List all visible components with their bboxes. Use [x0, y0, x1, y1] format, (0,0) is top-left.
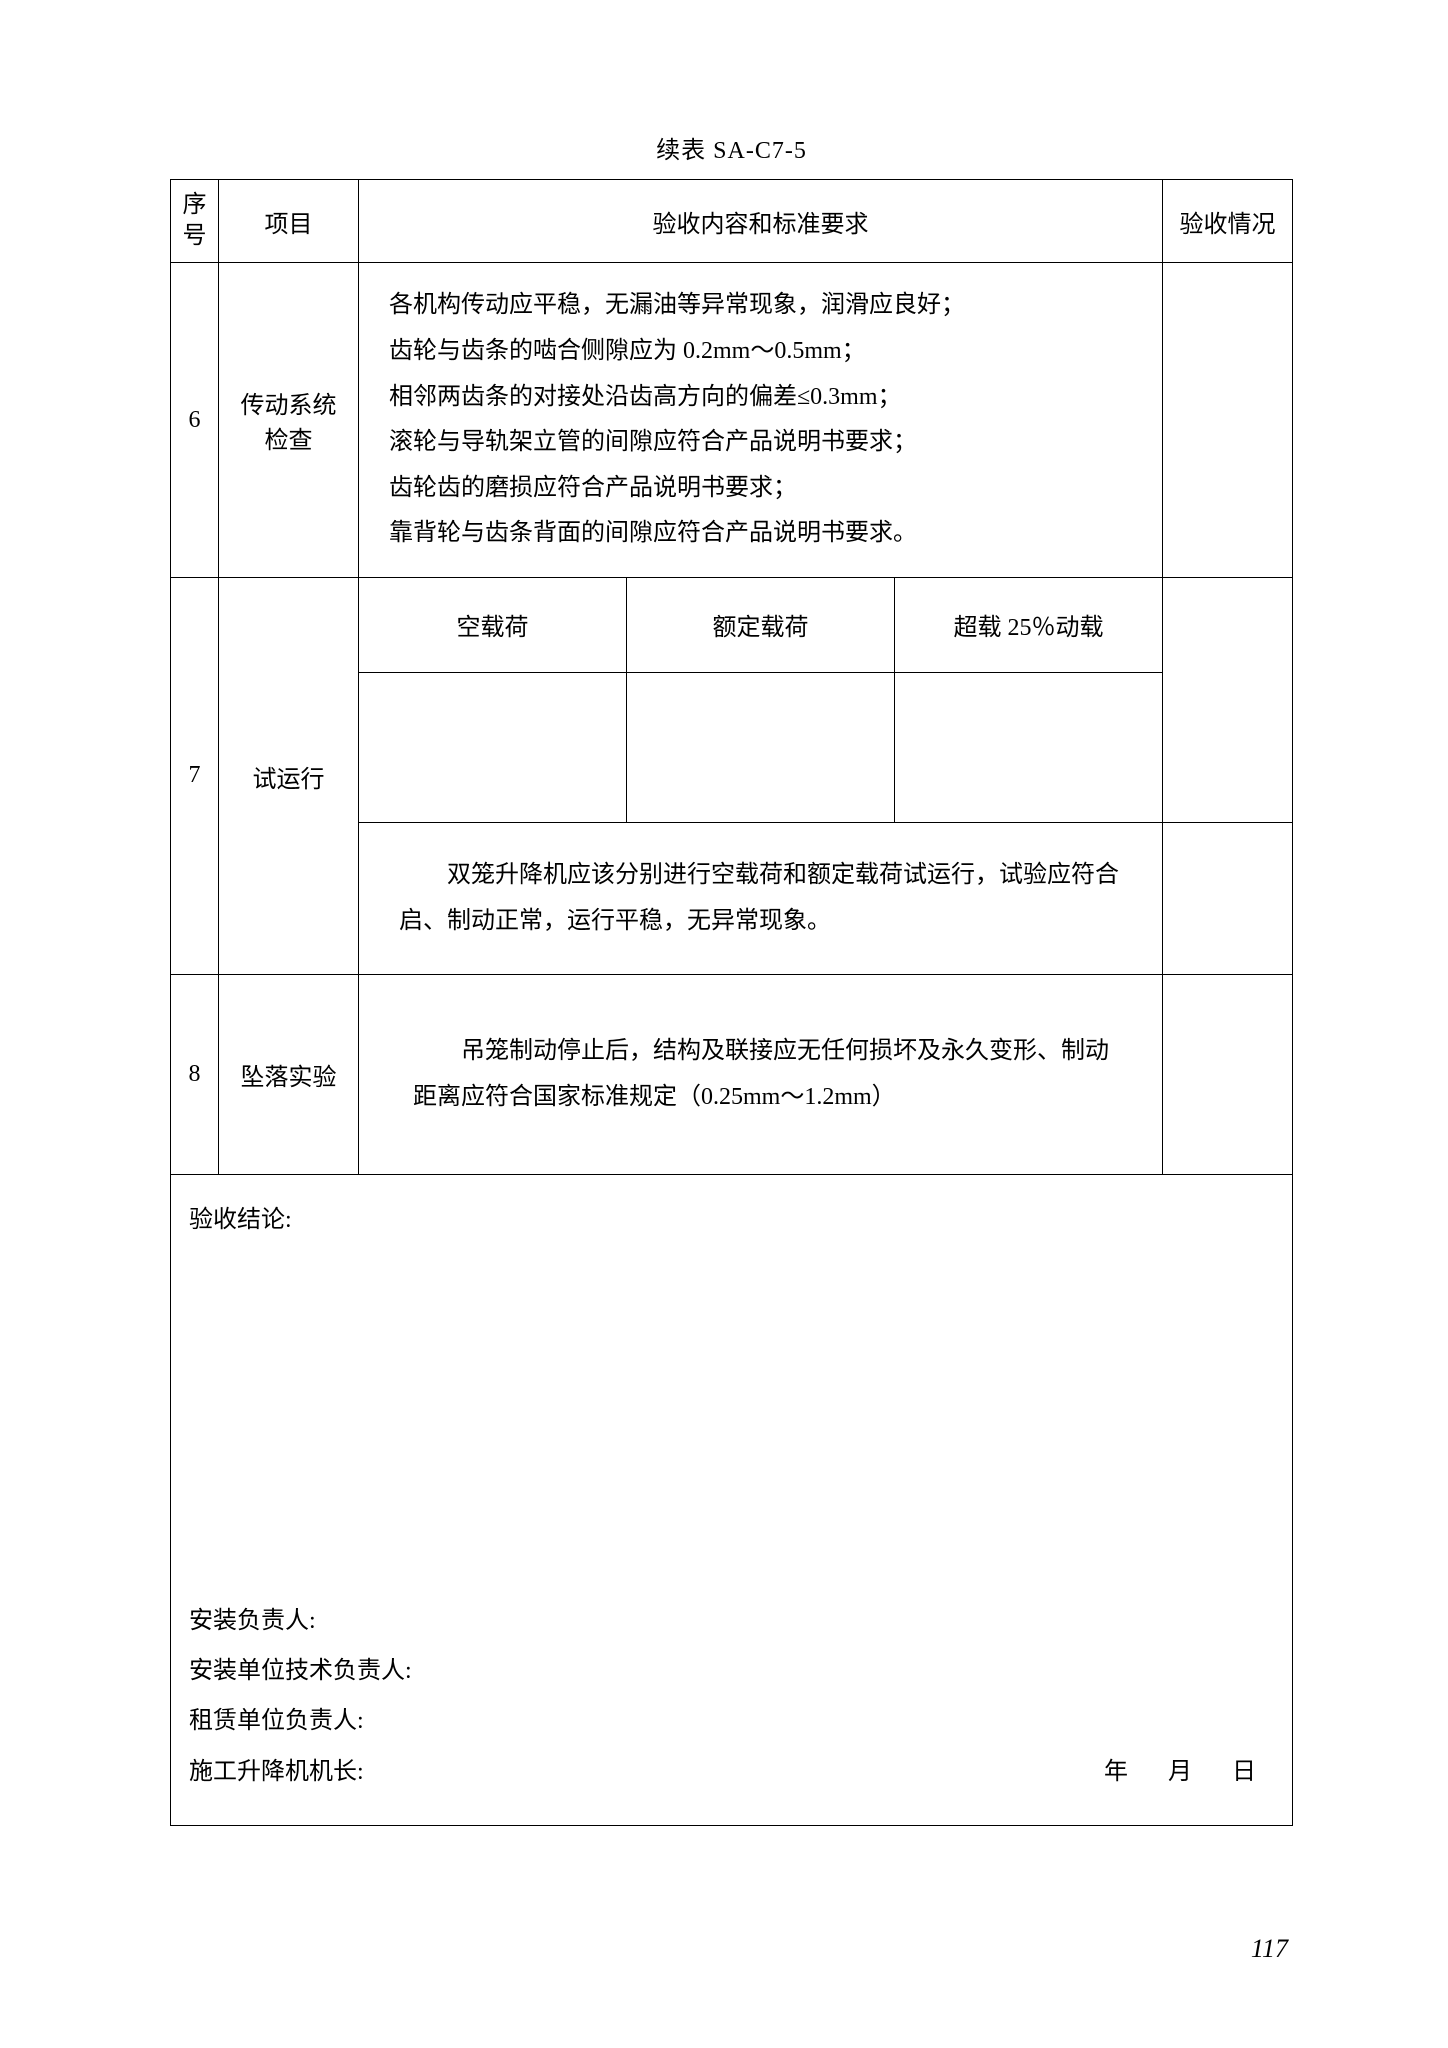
header-seq: 序号 [171, 180, 219, 263]
row8-content: 吊笼制动停止后，结构及联接应无任何损坏及永久变形、制动距离应符合国家标准规定（0… [359, 975, 1163, 1175]
row6-line: 靠背轮与齿条背面的间隙应符合产品说明书要求。 [389, 511, 1132, 557]
table-row: 6 传动系统检查 各机构传动应平稳，无漏油等异常现象，润滑应良好； 齿轮与齿条的… [171, 263, 1293, 578]
row7-result [1163, 577, 1293, 822]
table-row: 验收结论: 安装负责人: 安装单位技术负责人: 租赁单位负责人: 施工升降机机长… [171, 1175, 1293, 1826]
row7-subheader: 空载荷 [359, 577, 627, 672]
row8-seq: 8 [171, 975, 219, 1175]
row8-result [1163, 975, 1293, 1175]
sign-line: 施工升降机机长: [189, 1747, 364, 1797]
row6-line: 相邻两齿条的对接处沿齿高方向的偏差≤0.3mm； [389, 375, 1132, 421]
row6-result [1163, 263, 1293, 578]
sign-line: 租赁单位负责人: [189, 1696, 1274, 1746]
table-row: 7 试运行 空载荷 额定载荷 超载 25％动载 [171, 577, 1293, 672]
conclusion-cell: 验收结论: 安装负责人: 安装单位技术负责人: 租赁单位负责人: 施工升降机机长… [171, 1175, 1293, 1826]
row6-seq: 6 [171, 263, 219, 578]
row7-blank [359, 672, 627, 822]
table-title: 续表 SA-C7-5 [170, 130, 1293, 165]
row6-line: 齿轮与齿条的啮合侧隙应为 0.2mm～0.5mm； [389, 329, 1132, 375]
sign-line: 安装负责人: [189, 1596, 1274, 1646]
header-item: 项目 [219, 180, 359, 263]
inspection-table: 序号 项目 验收内容和标准要求 验收情况 6 传动系统检查 各机构传动应平稳，无… [170, 179, 1293, 1826]
table-row: 8 坠落实验 吊笼制动停止后，结构及联接应无任何损坏及永久变形、制动距离应符合国… [171, 975, 1293, 1175]
row7-subheader: 额定载荷 [627, 577, 895, 672]
row6-line: 各机构传动应平稳，无漏油等异常现象，润滑应良好； [389, 283, 1132, 329]
header-content: 验收内容和标准要求 [359, 180, 1163, 263]
row7-item: 试运行 [219, 577, 359, 974]
row8-item: 坠落实验 [219, 975, 359, 1175]
row7-note-result [1163, 822, 1293, 974]
page-number: 117 [1251, 1934, 1288, 1964]
row6-content: 各机构传动应平稳，无漏油等异常现象，润滑应良好； 齿轮与齿条的啮合侧隙应为 0.… [359, 263, 1163, 578]
row6-line: 滚轮与导轨架立管的间隙应符合产品说明书要求； [389, 420, 1132, 466]
row6-item: 传动系统检查 [219, 263, 359, 578]
table-header-row: 序号 项目 验收内容和标准要求 验收情况 [171, 180, 1293, 263]
conclusion-label: 验收结论: [189, 1195, 1274, 1245]
row6-line: 齿轮齿的磨损应符合产品说明书要求； [389, 466, 1132, 512]
header-result: 验收情况 [1163, 180, 1293, 263]
row7-subheader: 超载 25％动载 [895, 577, 1163, 672]
row7-seq: 7 [171, 577, 219, 974]
date-field: 年 月 日 [1104, 1747, 1274, 1797]
row7-blank [627, 672, 895, 822]
sign-line: 安装单位技术负责人: [189, 1646, 1274, 1696]
row7-note: 双笼升降机应该分别进行空载荷和额定载荷试运行，试验应符合启、制动正常，运行平稳，… [359, 822, 1163, 974]
row7-blank [895, 672, 1163, 822]
